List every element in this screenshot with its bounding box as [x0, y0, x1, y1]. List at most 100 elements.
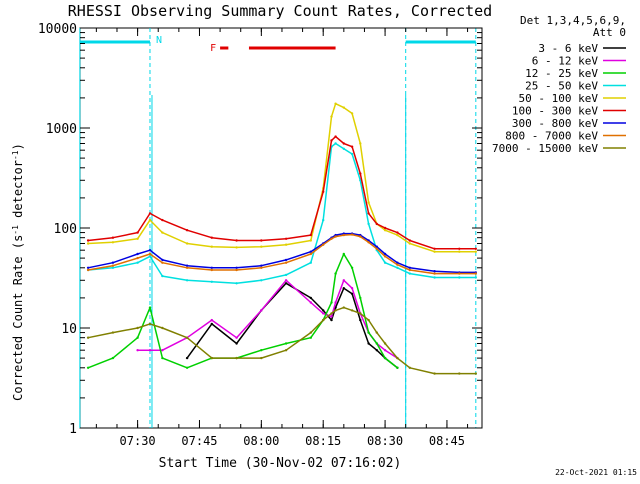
data-point [148, 249, 152, 252]
legend-entry-label: 100 - 300 keV [512, 105, 598, 118]
data-point [330, 301, 333, 304]
data-point [136, 336, 139, 339]
y-tick-label: 1000 [46, 122, 77, 137]
data-point [210, 318, 213, 322]
legend-entry-label: 12 - 25 keV [525, 67, 598, 80]
data-point [210, 322, 213, 326]
series-line-3 [88, 142, 476, 285]
data-point [367, 241, 370, 244]
data-point [260, 266, 263, 269]
data-point [408, 242, 411, 245]
data-point [350, 145, 354, 148]
series-layer [86, 102, 477, 375]
data-point [148, 255, 152, 258]
data-point [309, 252, 312, 256]
data-point [136, 252, 139, 256]
y-tick-label: 1 [69, 422, 77, 437]
data-point [235, 266, 238, 269]
x-axis-label: Start Time (30-Nov-02 07:16:02) [159, 456, 402, 471]
data-point [474, 272, 477, 275]
data-point [383, 356, 387, 360]
data-point [161, 326, 164, 330]
data-point [309, 301, 312, 304]
data-point [375, 245, 378, 248]
data-point [161, 231, 164, 234]
data-point [136, 237, 139, 240]
data-point [383, 349, 387, 352]
data-point [408, 268, 411, 272]
observing-intervals: NF [79, 28, 477, 428]
data-point [111, 261, 115, 264]
legend-entry-label: 6 - 12 keV [532, 55, 599, 68]
data-point [342, 306, 345, 309]
footer-date: 22-Oct-2021 01:15 [555, 468, 637, 477]
data-point [334, 309, 337, 312]
data-point [367, 331, 370, 334]
data-point [330, 318, 333, 322]
data-point [86, 268, 90, 272]
data-point [433, 250, 436, 253]
axes: 07:30 07:45 08:00 08:15 08:30 08:45 1 10 100 1000… [38, 22, 482, 448]
data-point [375, 342, 378, 345]
data-point [396, 266, 399, 269]
series-line-2 [87, 253, 398, 369]
data-point [260, 356, 263, 360]
data-point [284, 261, 288, 264]
data-point [458, 247, 461, 250]
data-point [284, 237, 288, 240]
data-point [148, 322, 152, 326]
flare-label: F [210, 43, 216, 54]
legend-entry-label: 50 - 100 keV [519, 92, 599, 105]
data-point [408, 366, 411, 369]
data-point [284, 349, 288, 352]
data-point [284, 279, 288, 282]
data-point [359, 235, 362, 238]
data-point [235, 268, 238, 272]
data-point [148, 306, 152, 309]
data-point [148, 252, 152, 256]
data-point [322, 312, 325, 315]
data-point [458, 276, 461, 279]
data-point [350, 287, 354, 290]
data-point [111, 264, 115, 267]
data-point [396, 233, 399, 237]
data-point [309, 331, 312, 334]
data-point [408, 272, 411, 275]
data-point [185, 264, 189, 267]
data-point [148, 212, 152, 215]
data-point [359, 312, 362, 315]
data-point [396, 356, 399, 360]
data-point [322, 190, 325, 193]
data-point [458, 372, 461, 375]
legend-header-line: Det 1,3,4,5,6,9, [520, 14, 626, 27]
y-axis-label: Corrected Count Rate (s-1 detector-1) [11, 143, 25, 401]
data-point [260, 245, 263, 248]
data-point [210, 268, 213, 272]
data-point [474, 372, 477, 375]
data-point [375, 247, 378, 250]
data-point [367, 201, 370, 204]
data-point [136, 256, 139, 260]
data-point [330, 115, 333, 118]
night-label: N [156, 35, 162, 46]
data-point [322, 309, 325, 312]
data-point [185, 336, 189, 339]
x-tick-label: 08:30 [367, 434, 403, 448]
data-point [161, 258, 164, 262]
data-point [474, 250, 477, 253]
y-tick-label: 10 [61, 322, 77, 337]
data-point [185, 279, 189, 282]
data-point [185, 242, 189, 245]
x-tick-label: 07:30 [120, 434, 156, 448]
data-point [210, 245, 213, 248]
data-point [359, 172, 362, 175]
data-point [111, 356, 115, 360]
data-point [185, 229, 189, 232]
data-point [375, 331, 378, 334]
data-point [474, 247, 477, 250]
data-point [383, 261, 387, 264]
data-point [350, 292, 354, 295]
data-point [161, 356, 164, 360]
legend-entry-label: 3 - 6 keV [538, 42, 598, 55]
